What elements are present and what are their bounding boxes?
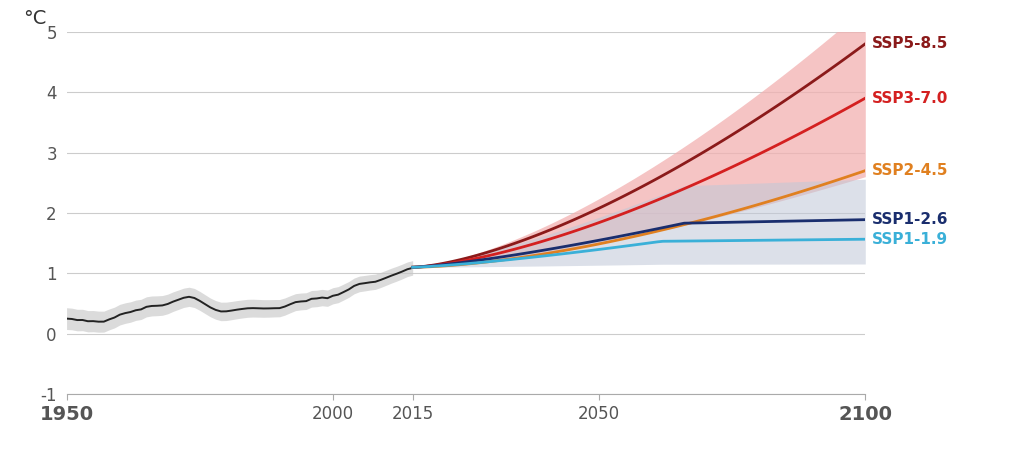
Text: SSP3-7.0: SSP3-7.0	[872, 91, 948, 106]
Text: °C: °C	[23, 9, 46, 28]
Text: SSP1-2.6: SSP1-2.6	[872, 212, 948, 227]
Text: SSP1-1.9: SSP1-1.9	[872, 232, 948, 247]
Text: SSP2-4.5: SSP2-4.5	[872, 163, 948, 178]
Text: SSP5-8.5: SSP5-8.5	[872, 36, 948, 51]
